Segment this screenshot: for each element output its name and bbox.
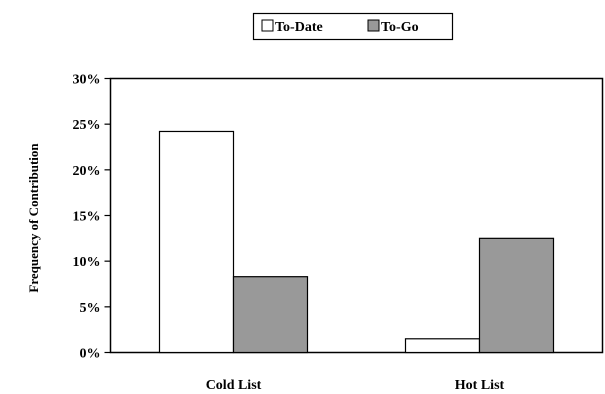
legend-swatch-to-date bbox=[261, 19, 274, 32]
bar-to-date-cold-list bbox=[158, 130, 235, 354]
y-tick-label: 5% bbox=[80, 301, 101, 316]
x-tick-label: Hot List bbox=[455, 378, 505, 393]
legend-label-to-date: To-Date bbox=[275, 20, 323, 35]
y-tick-label: 15% bbox=[73, 210, 101, 225]
bars bbox=[158, 130, 555, 354]
legend-item-to-date: To-Date bbox=[261, 19, 323, 35]
x-axis-labels: Cold List Hot List bbox=[206, 378, 505, 393]
legend-frame bbox=[252, 12, 454, 41]
y-tick-label: 0% bbox=[80, 347, 101, 362]
bar-to-go-hot-list bbox=[478, 237, 555, 354]
y-tick-label: 25% bbox=[73, 118, 101, 133]
y-tick-label: 20% bbox=[73, 164, 101, 179]
y-tick-label: 30% bbox=[73, 73, 101, 88]
x-tick-label: Cold List bbox=[206, 378, 262, 393]
y-axis-ticks: 0% 5% 10% 15% 20% 25% 30% bbox=[73, 73, 111, 362]
bar-to-date-hot-list bbox=[404, 338, 481, 354]
legend-label-to-go: To-Go bbox=[381, 20, 419, 35]
legend: To-Date To-Go bbox=[252, 12, 454, 41]
y-tick-label: 10% bbox=[73, 255, 101, 270]
y-axis-label: Frequency of Contribution bbox=[26, 143, 41, 293]
bar-to-go-cold-list bbox=[232, 276, 309, 354]
legend-swatch-to-go bbox=[367, 19, 380, 32]
legend-item-to-go: To-Go bbox=[367, 19, 419, 35]
